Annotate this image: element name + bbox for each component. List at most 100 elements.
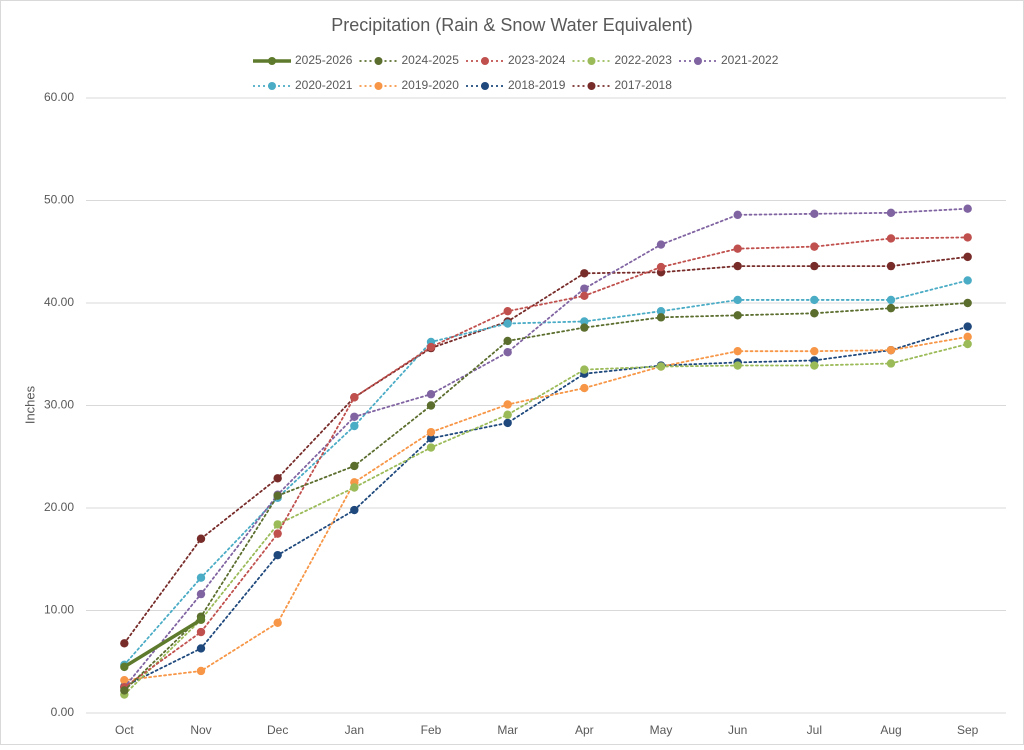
legend-label: 2017-2018 xyxy=(615,78,673,92)
data-point xyxy=(196,534,206,543)
y-tick-label: 60.00 xyxy=(44,90,74,104)
legend-marker xyxy=(374,57,383,65)
data-point xyxy=(963,252,972,262)
data-point xyxy=(426,342,436,352)
data-point xyxy=(426,390,436,399)
data-point xyxy=(503,410,512,419)
series-line xyxy=(122,617,203,669)
data-point xyxy=(963,332,972,342)
series-line xyxy=(123,302,969,692)
data-point xyxy=(810,242,819,251)
data-point xyxy=(120,676,129,685)
x-tick-label: Jun xyxy=(728,723,747,737)
data-point xyxy=(733,261,742,271)
data-point xyxy=(886,303,896,313)
data-point xyxy=(503,400,512,409)
data-point xyxy=(963,322,972,331)
data-point xyxy=(426,401,436,410)
data-point xyxy=(656,313,666,322)
data-point xyxy=(886,261,896,271)
data-point xyxy=(733,295,742,305)
data-point xyxy=(963,298,972,308)
data-point xyxy=(886,345,896,355)
legend-label: 2018-2019 xyxy=(508,78,566,92)
data-point xyxy=(503,336,512,346)
data-point xyxy=(426,443,436,452)
y-tick-label: 40.00 xyxy=(44,295,74,309)
legend-label: 2023-2024 xyxy=(508,53,566,67)
data-point xyxy=(196,644,206,653)
data-point xyxy=(196,589,206,599)
data-point xyxy=(886,208,896,217)
data-point xyxy=(886,295,896,305)
series-line xyxy=(123,335,969,682)
series-line xyxy=(123,236,969,689)
legend-marker xyxy=(694,57,702,65)
series-line xyxy=(123,343,969,696)
x-tick-label: Jan xyxy=(345,723,364,737)
data-point xyxy=(503,418,512,428)
y-axis-label: Inches xyxy=(22,385,37,424)
data-point xyxy=(580,269,589,278)
series-line xyxy=(123,255,969,645)
data-point xyxy=(273,491,282,500)
legend-marker xyxy=(481,57,489,65)
data-point xyxy=(273,474,282,483)
data-point xyxy=(886,234,896,243)
legend-marker xyxy=(587,82,596,90)
data-point xyxy=(733,244,742,253)
data-point xyxy=(350,505,359,515)
x-tick-label: Mar xyxy=(497,723,518,737)
data-point xyxy=(580,383,589,393)
data-point xyxy=(963,233,972,242)
chart-title: Precipitation (Rain & Snow Water Equival… xyxy=(331,15,693,35)
legend-label: 2024-2025 xyxy=(402,53,460,67)
data-point xyxy=(350,393,359,402)
data-point xyxy=(503,348,512,357)
data-point xyxy=(656,362,666,371)
x-tick-label: Feb xyxy=(421,723,442,737)
data-point xyxy=(733,210,742,220)
legend-label: 2019-2020 xyxy=(402,78,460,92)
y-tick-label: 0.00 xyxy=(51,705,75,719)
x-tick-label: Aug xyxy=(880,723,901,737)
legend-label: 2022-2023 xyxy=(615,53,673,67)
legend-marker xyxy=(374,82,383,90)
data-point xyxy=(426,434,436,443)
legend-marker xyxy=(481,82,489,90)
data-point xyxy=(196,627,206,637)
data-point xyxy=(350,412,359,421)
data-point xyxy=(810,209,819,219)
data-point xyxy=(810,295,819,305)
data-point xyxy=(656,262,666,272)
series-line xyxy=(123,325,969,688)
data-point xyxy=(273,529,282,538)
data-point xyxy=(886,359,896,368)
data-point xyxy=(350,461,359,471)
data-point xyxy=(120,686,129,695)
legend-marker xyxy=(587,57,596,65)
data-point xyxy=(120,662,129,672)
series-line xyxy=(123,279,969,666)
y-tick-label: 50.00 xyxy=(44,193,74,207)
series-line xyxy=(123,207,969,689)
x-tick-label: Sep xyxy=(957,723,979,737)
data-point xyxy=(196,573,206,582)
x-tick-label: Dec xyxy=(267,723,288,737)
data-point xyxy=(503,319,512,328)
data-point xyxy=(733,346,742,356)
data-point xyxy=(580,323,589,332)
data-point xyxy=(120,639,129,648)
legend-marker xyxy=(268,82,276,90)
y-tick-label: 20.00 xyxy=(44,500,74,514)
data-point xyxy=(350,421,359,431)
legend-label: 2020-2021 xyxy=(295,78,353,92)
data-point xyxy=(963,339,972,349)
data-point xyxy=(426,427,436,437)
data-point xyxy=(580,291,589,301)
x-tick-label: Nov xyxy=(190,723,211,737)
data-point xyxy=(196,615,206,624)
x-tick-label: Jul xyxy=(807,723,822,737)
